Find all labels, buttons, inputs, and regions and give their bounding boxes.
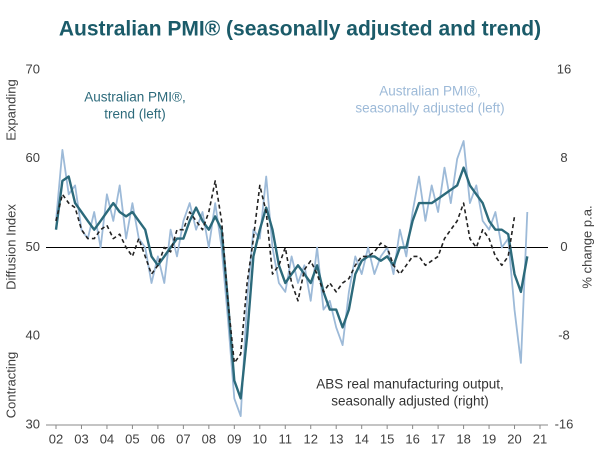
series-line — [54, 166, 529, 400]
x-tick-label: 09 — [227, 431, 241, 446]
series-annotation: seasonally adjusted (left) — [355, 101, 504, 116]
chart-title: Australian PMI® (seasonally adjusted and… — [59, 18, 541, 41]
y-label-top: Expanding — [3, 79, 18, 140]
series-annotation: ABS real manufacturing output, — [316, 377, 504, 392]
x-tick-label: 11 — [279, 431, 293, 446]
series-annotation: Australian PMI®, — [379, 84, 480, 99]
y-tick-label: 50 — [26, 239, 40, 254]
series-line — [55, 140, 529, 417]
x-tick-label: 19 — [482, 431, 496, 446]
x-tick-label: 14 — [354, 431, 368, 446]
series-line — [55, 180, 516, 364]
x-tick-label: 02 — [49, 431, 63, 446]
y-tick-label: 30 — [26, 416, 40, 431]
y-label-bottom: Contracting — [3, 352, 18, 418]
x-tick-label: 13 — [329, 431, 343, 446]
x-tick-label: 06 — [151, 431, 165, 446]
x-tick-label: 20 — [507, 431, 521, 446]
x-tick-label: 07 — [176, 431, 190, 446]
y-axis-label: Diffusion Index — [3, 204, 18, 290]
x-tick-label: 10 — [253, 431, 267, 446]
y-tick-label: 40 — [26, 328, 40, 343]
x-tick-label: 18 — [456, 431, 470, 446]
x-tick-label: 03 — [74, 431, 88, 446]
y-tick-label: 60 — [26, 150, 40, 165]
y2-axis-label: % change p.a. — [579, 205, 594, 288]
x-tick-label: 15 — [380, 431, 394, 446]
x-tick-label: 21 — [533, 431, 547, 446]
y2-tick-label: 16 — [557, 61, 571, 76]
x-tick-label: 05 — [125, 431, 139, 446]
y-tick-label: 70 — [26, 61, 40, 76]
x-tick-label: 04 — [100, 431, 114, 446]
x-tick-label: 12 — [304, 431, 318, 446]
series-annotation: seasonally adjusted (right) — [331, 394, 489, 409]
series-annotation: Australian PMI®, — [84, 90, 185, 105]
x-tick-label: 08 — [202, 431, 216, 446]
y2-tick-label: 8 — [560, 150, 567, 165]
x-tick-label: 17 — [431, 431, 445, 446]
y2-tick-label: 0 — [560, 239, 567, 254]
y2-tick-label: -16 — [555, 416, 574, 431]
x-tick-label: 16 — [405, 431, 419, 446]
y2-tick-label: -8 — [558, 328, 570, 343]
series-annotation: trend (left) — [104, 107, 166, 122]
